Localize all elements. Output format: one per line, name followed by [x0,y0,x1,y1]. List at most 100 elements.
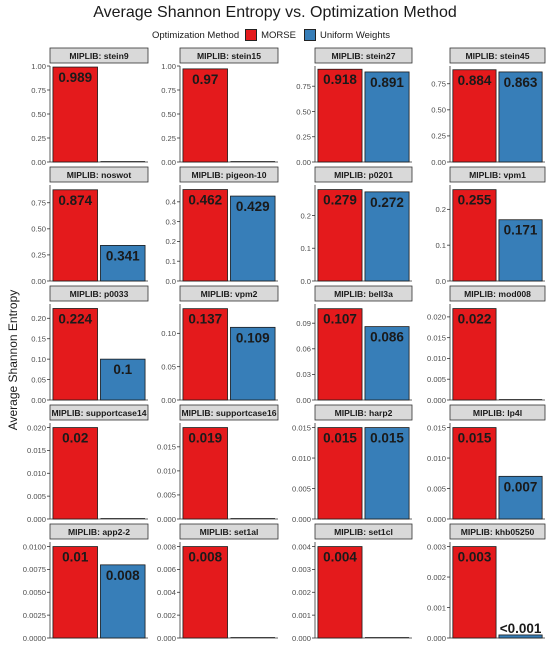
y-tick-label: 0.50 [161,110,176,119]
y-tick-label: 0.005 [292,484,311,493]
bar-morse [52,308,98,401]
bar-value-label: 0.884 [458,73,492,88]
y-tick-label: 0.001 [292,611,311,620]
y-tick-label: 0.1 [165,257,176,266]
panel-app2-2: MIPLIB: app2-2 0.0000 0.0025 0.0050 0.0075 0.… [23,523,149,643]
legend-swatch-uniform-weights [303,29,316,41]
panel-strip [179,404,279,421]
panel-set1cl: MIPLIB: set1cl 0.000 0.001 0.002 0.003 0.004 0… [292,523,413,643]
legend-item-morse: MORSE [245,29,296,41]
y-tick-label: 0.015 [157,443,176,452]
y-tick-label: 0.000 [427,515,446,524]
y-tick-label: 0.0050 [23,588,46,597]
bar-value-label: 0.008 [106,568,140,583]
y-tick-label: 0.005 [427,484,446,493]
panel-strip-label: MIPLIB: supportcase16 [181,408,276,418]
panel-vpm2: MIPLIB: vpm2 0.00 0.05 0.10 0.137 0.109 [161,285,279,405]
y-tick-label: 0.005 [27,492,46,501]
panel-supportcase14: MIPLIB: supportcase14 0.000 0.005 0.010 0.01… [27,404,149,524]
panel-strip [449,47,546,64]
y-tick-label: 0.00 [296,396,311,405]
panel-supportcase16: MIPLIB: supportcase16 0.000 0.005 0.010 0.01… [157,404,279,524]
y-tick-label: 0.015 [427,333,446,342]
bar-value-label: 0.015 [323,431,357,446]
bar-value-label: 0.462 [188,193,222,208]
y-tick-label: 0.10 [31,355,46,364]
bar-morse [452,69,497,163]
panel-strip [49,166,149,183]
panel-strip-label: MIPLIB: set1cl [334,527,393,537]
y-tick-label: 0.05 [31,375,46,384]
y-tick-label: 0.2 [300,211,311,220]
y-tick-label: 0.015 [27,446,46,455]
panel-strip-label: MIPLIB: stein45 [466,51,530,61]
y-tick-label: 0.000 [427,634,446,643]
bar-value-label: 0.874 [58,193,92,208]
bar-uniform-weights [364,191,410,282]
y-tick-label: 0.00 [161,396,176,405]
y-tick-label: 0.25 [296,133,311,142]
bar-uniform-weights [100,358,146,401]
bar-value-label: 0.891 [370,75,404,90]
bar-value-label: 0.429 [236,199,270,214]
bar-morse [317,189,363,282]
y-tick-label: 0.50 [31,110,46,119]
y-tick-label: 0.015 [292,423,311,432]
bar-morse [182,308,228,401]
y-tick-label: 0.020 [27,423,46,432]
bar-uniform-weights [364,71,410,163]
panel-strip-label: MIPLIB: harp2 [335,408,393,418]
legend-label-uniform-weights: Uniform Weights [319,29,390,41]
bar-value-label: 0.004 [323,550,357,565]
bar-value-label: 0.022 [458,312,492,327]
bar-morse [452,189,497,282]
y-tick-label: 0.010 [292,454,311,463]
y-tick-label: 0.25 [31,251,46,260]
y-tick-label: 0.50 [296,107,311,116]
bar-value-label: 0.1 [113,362,132,377]
y-tick-label: 0.75 [296,82,311,91]
y-tick-label: 0.000 [292,515,311,524]
y-tick-label: 0.002 [292,588,311,597]
bar-value-label: 0.003 [458,550,492,565]
y-tick-label: 0.005 [427,375,446,384]
bar-value-label: 0.918 [323,72,357,87]
bar-morse [452,427,497,520]
panel-strip [179,523,279,540]
panel-stein45: MIPLIB: stein45 0.00 0.25 0.50 0.75 0.884 0.86… [431,47,546,167]
bar-value-label: 0.863 [504,75,538,90]
y-tick-label: 0.50 [31,225,46,234]
y-tick-label: 0.010 [427,354,446,363]
y-tick-label: 0.006 [157,565,176,574]
y-tick-label: 0.3 [165,217,176,226]
y-tick-label: 0.00 [31,158,46,167]
bar-uniform-weights [498,71,543,163]
panel-strip [179,47,279,64]
bar-value-label: 0.989 [58,70,92,85]
bar-value-label: 0.107 [323,312,357,327]
bar-uniform-weights [364,326,410,401]
bar-value-label: 0.279 [323,193,357,208]
y-tick-label: 0.003 [292,565,311,574]
legend-label-morse: MORSE [261,29,296,41]
bar-morse [182,546,228,639]
bar-morse [182,189,228,282]
y-tick-label: 0.0 [435,277,446,286]
legend-title: Optimization Method [151,29,240,41]
panel-strip-label: MIPLIB: p0201 [334,170,393,180]
panel-bell3a: MIPLIB: bell3a 0.00 0.03 0.06 0.09 0.107 0.086 [296,285,413,405]
y-tick-label: 0.000 [157,634,176,643]
y-tick-label: 0.0 [165,277,176,286]
bar-uniform-weights [498,634,543,639]
panel-strip [449,285,546,302]
y-tick-label: 0.015 [427,423,446,432]
bar-morse [452,546,497,639]
panel-khb05250: MIPLIB: khb05250 0.000 0.001 0.002 0.003 0.00… [427,523,546,643]
y-tick-label: 0.00 [161,158,176,167]
panel-strip-label: MIPLIB: supportcase14 [51,408,146,418]
panel-strip [179,166,279,183]
y-tick-label: 1.00 [31,62,46,71]
y-tick-label: 0.008 [157,542,176,551]
panel-strip [314,404,413,421]
